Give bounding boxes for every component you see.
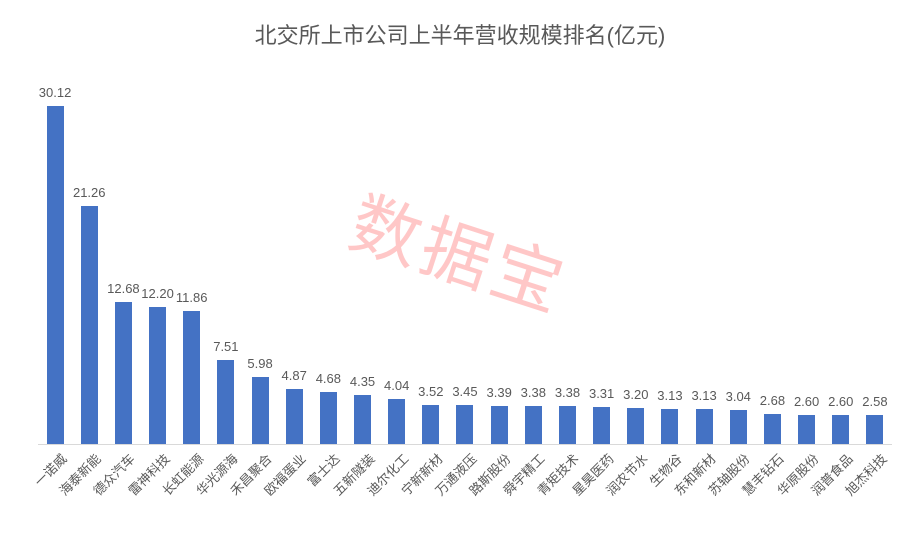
bar	[559, 406, 576, 444]
bar	[115, 302, 132, 444]
bar-value-label: 2.60	[794, 394, 819, 409]
bar	[354, 395, 371, 444]
bar-group: 3.52	[414, 405, 448, 444]
bar	[525, 406, 542, 444]
bar-value-label: 3.39	[487, 385, 512, 400]
bar-group: 3.31	[585, 407, 619, 444]
bar-group: 5.98	[243, 377, 277, 444]
bar-value-label: 12.20	[141, 286, 174, 301]
bar-group: 7.51	[209, 360, 243, 444]
bar	[422, 405, 439, 444]
bar-group: 3.20	[619, 408, 653, 444]
bar-value-label: 4.87	[282, 368, 307, 383]
bar-value-label: 3.04	[726, 389, 751, 404]
bar	[661, 409, 678, 444]
bar-value-label: 5.98	[247, 356, 272, 371]
bar-value-label: 3.20	[623, 387, 648, 402]
bar-group: 12.20	[140, 307, 174, 444]
bar-group: 2.58	[858, 415, 892, 444]
bar	[696, 409, 713, 444]
bar	[456, 405, 473, 444]
bar-group: 2.60	[790, 415, 824, 444]
bar	[388, 399, 405, 444]
bar-group: 3.38	[550, 406, 584, 444]
x-axis-labels: 一诺威海泰新能德众汽车雷神科技长虹能源华光源海禾昌聚合欧福蛋业富士达五新隧装迪尔…	[38, 445, 892, 545]
bar-value-label: 3.38	[555, 385, 580, 400]
bar	[286, 389, 303, 444]
bar-value-label: 3.13	[657, 388, 682, 403]
bar	[866, 415, 883, 444]
bar	[832, 415, 849, 444]
bar	[217, 360, 234, 444]
bar-group: 3.45	[448, 405, 482, 444]
bar-group: 3.38	[516, 406, 550, 444]
bar	[764, 414, 781, 444]
bar	[627, 408, 644, 444]
bar	[798, 415, 815, 444]
bar-value-label: 3.45	[452, 384, 477, 399]
bar-value-label: 2.68	[760, 393, 785, 408]
bar-group: 3.04	[721, 410, 755, 444]
bar	[149, 307, 166, 444]
bar	[252, 377, 269, 444]
bar-value-label: 11.86	[176, 290, 208, 305]
bar	[81, 206, 98, 444]
bar-group: 3.13	[653, 409, 687, 444]
bar	[183, 311, 200, 444]
bar-group: 3.39	[482, 406, 516, 444]
bar	[491, 406, 508, 444]
bar	[320, 392, 337, 444]
bar-group: 30.12	[38, 106, 72, 444]
bar	[47, 106, 64, 444]
bar-group: 4.87	[277, 389, 311, 444]
chart-title: 北交所上市公司上半年营收规模排名(亿元)	[0, 18, 920, 50]
bar-value-label: 21.26	[73, 185, 106, 200]
bar-group: 21.26	[72, 206, 106, 444]
bar-value-label: 4.04	[384, 378, 409, 393]
bar-value-label: 3.38	[521, 385, 546, 400]
bar-value-label: 7.51	[213, 339, 238, 354]
bar-chart: 北交所上市公司上半年营收规模排名(亿元) 30.1221.2612.6812.2…	[0, 0, 920, 556]
bar-value-label: 3.13	[691, 388, 716, 403]
bar-value-label: 3.31	[589, 386, 614, 401]
bar	[593, 407, 610, 444]
bar-group: 2.60	[824, 415, 858, 444]
bar-value-label: 4.35	[350, 374, 375, 389]
bar-group: 4.04	[380, 399, 414, 444]
bar-value-label: 4.68	[316, 371, 341, 386]
bar-value-label: 30.12	[39, 85, 72, 100]
bar-value-label: 2.60	[828, 394, 853, 409]
bar-value-label: 3.52	[418, 384, 443, 399]
bar-group: 4.35	[345, 395, 379, 444]
bar-value-label: 2.58	[862, 394, 887, 409]
bar-value-label: 12.68	[107, 281, 140, 296]
bar-group: 3.13	[687, 409, 721, 444]
bar-group: 11.86	[175, 311, 209, 444]
bar-group: 2.68	[755, 414, 789, 444]
bar	[730, 410, 747, 444]
plot-area: 30.1221.2612.6812.2011.867.515.984.874.6…	[38, 75, 892, 445]
bar-group: 12.68	[106, 302, 140, 444]
bar-group: 4.68	[311, 392, 345, 444]
